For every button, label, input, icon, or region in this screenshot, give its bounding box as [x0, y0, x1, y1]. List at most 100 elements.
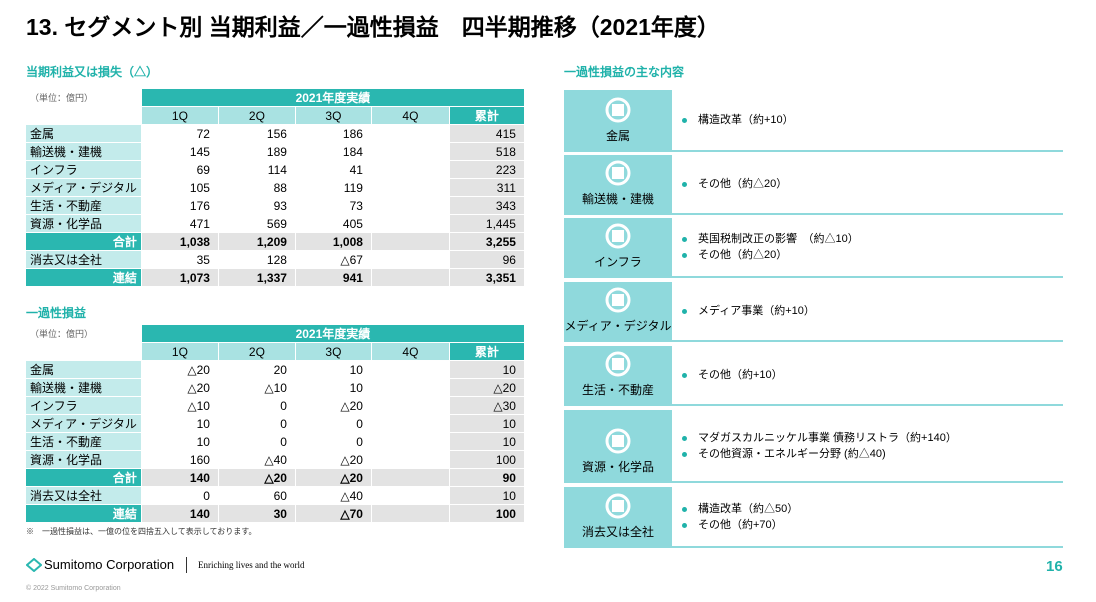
column-header-row: 1Q 2Q 3Q 4Q 累計 — [26, 106, 525, 125]
row-label: 輸送機・建機 — [26, 142, 142, 161]
value-cell: 0 — [295, 414, 372, 433]
column-header: 2Q — [218, 342, 296, 361]
tagline: Enriching lives and the world — [198, 560, 305, 570]
table-row: 合計 140 △20 △20 90 — [26, 468, 525, 487]
segment-name: メディア・デジタル — [564, 319, 672, 333]
value-cell: 1,337 — [218, 268, 296, 287]
table-row: インフラ 69 114 41 223 — [26, 160, 525, 179]
row-label: 資源・化学品 — [26, 450, 142, 469]
value-cell: 41 — [295, 160, 372, 179]
row-label: インフラ — [26, 396, 142, 415]
value-cell: △20 — [449, 378, 525, 397]
value-cell: 35 — [141, 250, 219, 269]
column-header-row: 1Q 2Q 3Q 4Q 累計 — [26, 342, 525, 361]
table-row: 資源・化学品 471 569 405 1,445 — [26, 214, 525, 233]
segment-name: 生活・不動産 — [581, 383, 654, 397]
value-cell: 311 — [449, 178, 525, 197]
value-cell: 223 — [449, 160, 525, 179]
slide-title: 13. セグメント別 当期利益／一過性損益 四半期推移（2021年度） — [26, 14, 720, 40]
table-row: 輸送機・建機 △20 △10 10 △20 — [26, 378, 525, 397]
row-label: 連結 — [26, 268, 142, 287]
value-cell: 518 — [449, 142, 525, 161]
empty-cell — [371, 196, 450, 215]
table-row: 金属 72 156 186 415 — [26, 124, 525, 143]
value-cell: △70 — [295, 504, 372, 523]
value-cell: 90 — [449, 468, 525, 487]
segment-label: 金属 — [564, 90, 672, 152]
value-cell: 186 — [295, 124, 372, 143]
row-label: 資源・化学品 — [26, 214, 142, 233]
table-row: 連結 1,073 1,337 941 3,351 — [26, 268, 525, 287]
empty-cell — [371, 378, 450, 397]
empty-cell — [371, 360, 450, 379]
value-cell: 69 — [141, 160, 219, 179]
column-header: 2Q — [218, 106, 296, 125]
note: マダガスカルニッケル事業 債務リストラ（約+140） — [672, 430, 1063, 446]
value-cell: 73 — [295, 196, 372, 215]
value-cell: △20 — [141, 360, 219, 379]
empty-cell — [371, 504, 450, 523]
empty-cell — [371, 414, 450, 433]
value-cell: 160 — [141, 450, 219, 469]
note: メディア事業（約+10） — [672, 303, 1063, 319]
segment-label: 輸送機・建機 — [564, 155, 672, 215]
value-cell: 3,351 — [449, 268, 525, 287]
note: その他（約△20） — [672, 247, 1063, 263]
row-label: メディア・デジタル — [26, 178, 142, 197]
table-row: メディア・デジタル 10 0 0 10 — [26, 414, 525, 433]
table-row: 消去又は全社 0 60 △40 10 — [26, 486, 525, 505]
segment-name: 資源・化学品 — [581, 460, 654, 474]
value-cell: △30 — [449, 396, 525, 415]
value-cell: 10 — [141, 414, 219, 433]
value-cell: 88 — [218, 178, 296, 197]
value-cell: 3,255 — [449, 232, 525, 251]
value-cell: 1,445 — [449, 214, 525, 233]
value-cell: 96 — [449, 250, 525, 269]
value-cell: 10 — [449, 486, 525, 505]
value-cell: △10 — [141, 396, 219, 415]
value-cell: △20 — [141, 378, 219, 397]
value-cell: △67 — [295, 250, 372, 269]
empty-cell — [371, 486, 450, 505]
row-label: 生活・不動産 — [26, 196, 142, 215]
corner — [26, 342, 142, 361]
value-cell: 1,209 — [218, 232, 296, 251]
data-table: （単位：億円） 2021年度実績 1Q 2Q 3Q 4Q 累計 金属 72 156 186 415 輸送… — [26, 89, 525, 287]
segment-icon — [605, 97, 631, 123]
table-row: 金属 △20 20 10 10 — [26, 360, 525, 379]
empty-cell — [371, 468, 450, 487]
company-name: Sumitomo Corporation — [44, 557, 175, 572]
value-cell: △40 — [218, 450, 296, 469]
value-cell: 405 — [295, 214, 372, 233]
value-cell: 140 — [141, 504, 219, 523]
value-cell: 119 — [295, 178, 372, 197]
value-cell: 189 — [218, 142, 296, 161]
value-cell: 140 — [141, 468, 219, 487]
section-heading: 一過性損益の主な内容 — [564, 65, 685, 79]
value-cell: 72 — [141, 124, 219, 143]
row-label: 消去又は全社 — [26, 486, 142, 505]
column-header: 累計 — [449, 106, 525, 125]
segment-notes: メディア事業（約+10） — [672, 282, 1063, 342]
value-cell: 114 — [218, 160, 296, 179]
empty-cell — [371, 142, 450, 161]
column-header: 1Q — [141, 106, 219, 125]
segment-notes: その他（約+10） — [672, 346, 1063, 406]
segment-notes: 構造改革（約△50） その他（約+70） — [672, 487, 1063, 548]
table-row: メディア・デジタル 105 88 119 311 — [26, 178, 525, 197]
unit-label: （単位：億円） — [26, 325, 142, 343]
segment-label: インフラ — [564, 218, 672, 278]
value-cell: 10 — [449, 432, 525, 451]
segment-name: 消去又は全社 — [581, 525, 654, 539]
value-cell: 415 — [449, 124, 525, 143]
value-cell: 60 — [218, 486, 296, 505]
empty-cell — [371, 124, 450, 143]
segment-icon — [605, 223, 631, 249]
value-cell: △20 — [295, 468, 372, 487]
note: その他（約+70） — [672, 517, 1063, 533]
value-cell: 0 — [141, 486, 219, 505]
unit-label: （単位：億円） — [26, 89, 142, 107]
table-row: 生活・不動産 10 0 0 10 — [26, 432, 525, 451]
value-cell: 569 — [218, 214, 296, 233]
